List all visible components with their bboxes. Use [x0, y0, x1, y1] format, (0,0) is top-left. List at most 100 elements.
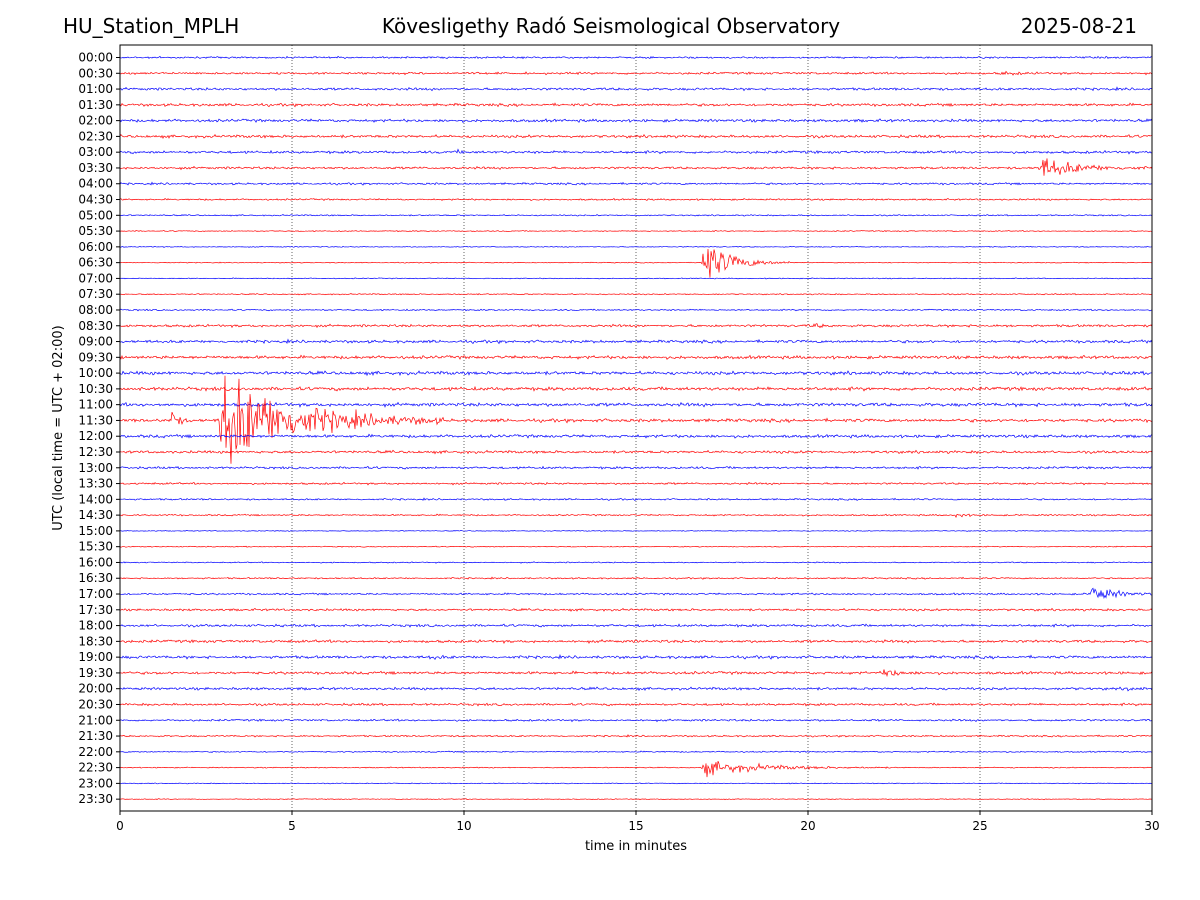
trace-2330 [120, 798, 1152, 801]
y-tick-label: 23:30 [78, 792, 113, 806]
trace-1230 [120, 449, 1152, 455]
trace-1700 [120, 587, 1152, 599]
trace-0700 [120, 277, 1152, 280]
y-tick-label: 23:00 [78, 776, 113, 790]
y-tick-label: 14:30 [78, 508, 113, 522]
trace-2200 [120, 750, 1152, 754]
trace-1400 [120, 497, 1152, 502]
trace-1100 [120, 401, 1152, 408]
trace-0300 [120, 148, 1152, 155]
y-tick-label: 02:00 [78, 114, 113, 128]
x-axis-label: time in minutes [585, 839, 687, 854]
trace-0100 [120, 86, 1152, 92]
y-tick-label: 11:30 [78, 413, 113, 427]
trace-0200 [120, 118, 1152, 123]
trace-0430 [120, 197, 1152, 201]
y-tick-label: 13:30 [78, 477, 113, 491]
trace-0000 [120, 55, 1152, 60]
x-tick-label: 0 [116, 819, 124, 833]
trace-0330 [120, 158, 1152, 176]
y-tick-label: 17:00 [78, 587, 113, 601]
trace-2230 [120, 760, 1152, 778]
trace-1030 [120, 385, 1152, 392]
y-tick-label: 06:30 [78, 256, 113, 270]
x-tick-label: 5 [288, 819, 296, 833]
trace-0130 [120, 102, 1152, 108]
trace-0730 [120, 293, 1152, 296]
x-tick-label: 10 [456, 819, 471, 833]
x-tick-label: 30 [1144, 819, 1159, 833]
y-tick-label: 13:00 [78, 461, 113, 475]
y-tick-label: 10:30 [78, 382, 113, 396]
y-tick-label: 02:30 [78, 129, 113, 143]
station-name: HU_Station_MPLH [63, 14, 240, 38]
y-tick-label: 17:30 [78, 603, 113, 617]
trace-1500 [120, 529, 1152, 532]
y-tick-label: 06:00 [78, 240, 113, 254]
trace-1130 [120, 375, 1152, 464]
y-tick-label: 20:30 [78, 697, 113, 711]
y-tick-label: 05:30 [78, 224, 113, 238]
trace-2000 [120, 686, 1152, 692]
y-tick-label: 18:00 [78, 619, 113, 633]
y-tick-label: 19:30 [78, 666, 113, 680]
chart-date: 2025-08-21 [1020, 14, 1137, 38]
y-tick-label: 00:30 [78, 66, 113, 80]
trace-2100 [120, 718, 1152, 723]
y-tick-label: 15:00 [78, 524, 113, 538]
y-tick-label: 07:30 [78, 287, 113, 301]
trace-0630 [120, 248, 1152, 278]
trace-0900 [120, 338, 1152, 345]
y-tick-label: 21:00 [78, 713, 113, 727]
y-tick-label: 09:00 [78, 335, 113, 349]
y-tick-label: 16:00 [78, 555, 113, 569]
x-tick-label: 20 [800, 819, 815, 833]
trace-1600 [120, 561, 1152, 564]
x-tick-label: 25 [972, 819, 987, 833]
y-tick-label: 11:00 [78, 398, 113, 412]
trace-0230 [120, 134, 1152, 140]
y-tick-label: 14:00 [78, 492, 113, 506]
y-tick-label: 08:30 [78, 319, 113, 333]
y-tick-label: 16:30 [78, 571, 113, 585]
y-tick-label: 10:00 [78, 366, 113, 380]
trace-0800 [120, 308, 1152, 312]
y-tick-label: 05:00 [78, 208, 113, 222]
y-tick-label: 22:30 [78, 761, 113, 775]
trace-2130 [120, 734, 1152, 738]
trace-1900 [120, 654, 1152, 660]
trace-1300 [120, 465, 1152, 470]
trace-0830 [120, 323, 1152, 329]
trace-2030 [120, 702, 1152, 707]
y-tick-label: 04:00 [78, 177, 113, 191]
trace-2300 [120, 782, 1152, 785]
y-tick-label: 03:30 [78, 161, 113, 175]
trace-0500 [120, 214, 1152, 217]
trace-0400 [120, 181, 1152, 186]
trace-1630 [120, 576, 1152, 580]
trace-1730 [120, 607, 1152, 612]
y-tick-label: 04:30 [78, 193, 113, 207]
trace-0930 [120, 354, 1152, 360]
y-tick-label: 22:00 [78, 745, 113, 759]
trace-0530 [120, 230, 1152, 233]
trace-1830 [120, 639, 1152, 644]
y-tick-label: 09:30 [78, 350, 113, 364]
trace-1530 [120, 545, 1152, 548]
trace-0030 [120, 70, 1152, 76]
y-tick-label: 01:30 [78, 98, 113, 112]
trace-1930 [120, 669, 1152, 678]
y-tick-label: 01:00 [78, 82, 113, 96]
y-tick-label: 07:00 [78, 271, 113, 285]
chart-title: Kövesligethy Radó Seismological Observat… [381, 14, 841, 38]
y-tick-label: 21:30 [78, 729, 113, 743]
seismic-traces [120, 55, 1152, 801]
trace-1330 [120, 481, 1152, 486]
trace-1000 [120, 370, 1152, 377]
y-tick-label: 19:00 [78, 650, 113, 664]
trace-0600 [120, 245, 1152, 248]
y-tick-label: 12:00 [78, 429, 113, 443]
trace-1800 [120, 623, 1152, 628]
